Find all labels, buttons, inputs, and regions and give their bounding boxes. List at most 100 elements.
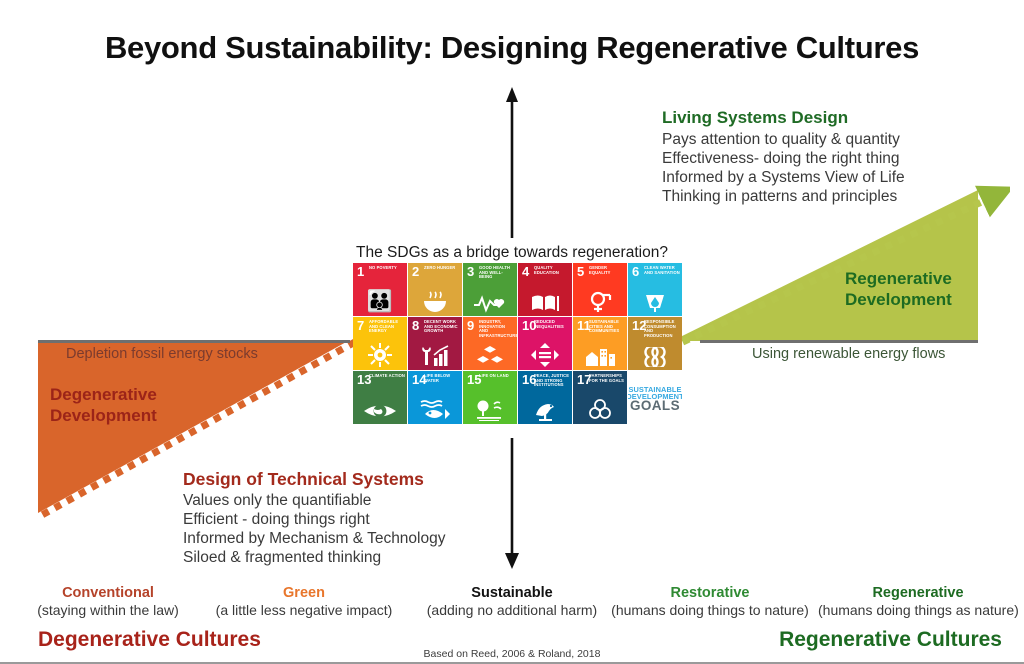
cubes-icon: [463, 345, 517, 367]
degenerative-cultures-footer: Degenerative Cultures: [38, 628, 261, 651]
regenerative-cultures-footer: Regenerative Cultures: [779, 628, 1002, 651]
sdg-bridge-caption: The SDGs as a bridge towards regeneratio…: [356, 244, 668, 261]
scale-stage-name: Conventional: [62, 585, 154, 601]
sdg-number: 12: [632, 318, 647, 333]
scale-stage-restorative: Restorative (humans doing things to natu…: [610, 585, 810, 619]
scale-stage-name: Sustainable: [471, 585, 553, 601]
living-systems-heading: Living Systems Design: [662, 108, 849, 127]
sdg-tile-4[interactable]: 4 QUALITY EDUCATION: [518, 263, 572, 316]
living-systems-line: Thinking in patterns and principles: [662, 188, 898, 205]
sdg-number: 6: [632, 264, 640, 279]
sdg-tile-6[interactable]: 6 CLEAN WATER AND SANITATION: [628, 263, 682, 316]
equals-arrows-icon: [518, 343, 572, 367]
sdg-goal-grid: 1 NO POVERTY 👪 2 ZERO HUNGER 3 GOOD HEAL…: [353, 263, 682, 424]
sdg-number: 15: [467, 372, 482, 387]
degenerative-trend-line: [30, 330, 360, 530]
circles-icon: [573, 399, 627, 421]
people-icon: 👪: [366, 290, 394, 313]
axis-arrow-down: [492, 436, 532, 570]
living-systems-line: Pays attention to quality & quantity: [662, 131, 900, 148]
sdg-tile-9[interactable]: 9 INDUSTRY, INNOVATION AND INFRASTRUCTUR…: [463, 317, 517, 370]
source-credit: Based on Reed, 2006 & Roland, 2018: [423, 648, 601, 660]
scale-stage-sub: (humans doing things as nature): [818, 602, 1019, 618]
maturity-scale: Conventional (staying within the law) Gr…: [0, 585, 1024, 625]
sdg-title: AFFORDABLE AND CLEAN ENERGY: [369, 319, 399, 334]
sdg-tile-16[interactable]: 16 PEACE, JUSTICE AND STRONG INSTITUTION…: [518, 371, 572, 424]
scale-stage-name: Regenerative: [872, 585, 964, 601]
fish-icon: [408, 399, 462, 421]
sdg-title: PEACE, JUSTICE AND STRONG INSTITUTIONS: [534, 373, 570, 388]
degenerative-triangle: [38, 341, 348, 513]
eye-globe-icon: [353, 399, 407, 421]
dove-gavel-icon: [518, 399, 572, 421]
sdg-title: PARTNERSHIPS FOR THE GOALS: [589, 373, 624, 383]
scale-stage-sub: (humans doing things to nature): [611, 602, 809, 618]
sdg-title: LIFE BELOW WATER: [424, 373, 451, 383]
sdg-number: 1: [357, 264, 365, 279]
sdg-tile-10[interactable]: 10 REDUCED INEQUALITIES: [518, 317, 572, 370]
regenerative-triangle: [672, 190, 978, 341]
regenerative-development-label: Regenerative Development: [845, 269, 952, 309]
sdg-logo-tile[interactable]: SUSTAINABLE DEVELOPMENT GOALS: [628, 371, 682, 424]
sdg-logo-line1: SUSTAINABLE: [628, 384, 682, 394]
sdg-number: 2: [412, 264, 420, 279]
depletion-note: Depletion fossil energy stocks: [66, 346, 258, 362]
sdg-tile-12[interactable]: 12 RESPONSIBLE CONSUMPTION AND PRODUCTIO…: [628, 317, 682, 370]
page-title: Beyond Sustainability: Designing Regener…: [104, 30, 920, 65]
technical-systems-line: Siloed & fragmented thinking: [183, 549, 382, 566]
baseline-right: [700, 340, 978, 343]
sdg-title: GOOD HEALTH AND WELL-BEING: [479, 265, 511, 280]
sdg-title: SUSTAINABLE CITIES AND COMMUNITIES: [589, 319, 620, 334]
sdg-tile-15[interactable]: 15 LIFE ON LAND: [463, 371, 517, 424]
sdg-title: DECENT WORK AND ECONOMIC GROWTH: [424, 319, 458, 334]
sdg-tile-3[interactable]: 3 GOOD HEALTH AND WELL-BEING: [463, 263, 517, 316]
living-systems-line: Effectiveness- doing the right thing: [662, 150, 900, 167]
living-systems-line: Informed by a Systems View of Life: [662, 169, 905, 186]
sdg-tile-11[interactable]: 11 SUSTAINABLE CITIES AND COMMUNITIES: [573, 317, 627, 370]
baseline-left: [38, 340, 350, 343]
sdg-number: 17: [577, 372, 592, 387]
scale-stage-sub: (a little less negative impact): [215, 602, 393, 618]
growth-chart-icon: [408, 345, 462, 367]
sdg-title: CLIMATE ACTION: [369, 373, 405, 378]
regenerative-trend-arrow: [660, 180, 1015, 355]
sdg-number: 11: [577, 318, 591, 333]
sdg-number: 8: [412, 318, 420, 333]
sdg-tile-7[interactable]: 7 AFFORDABLE AND CLEAN ENERGY: [353, 317, 407, 370]
book-icon: [518, 291, 572, 313]
technical-systems-line: Informed by Mechanism & Technology: [183, 530, 446, 547]
heartbeat-icon: [463, 291, 517, 313]
sdg-tile-17[interactable]: 17 PARTNERSHIPS FOR THE GOALS: [573, 371, 627, 424]
sdg-number: 10: [522, 318, 537, 333]
sdg-tile-14[interactable]: 14 LIFE BELOW WATER: [408, 371, 462, 424]
technical-systems-heading: Design of Technical Systems: [183, 469, 424, 489]
sdg-number: 3: [467, 264, 475, 279]
sdg-number: 5: [577, 264, 585, 279]
sdg-tile-1[interactable]: 1 NO POVERTY 👪: [353, 263, 407, 316]
scale-stage-name: Restorative: [670, 585, 750, 601]
scale-stage-green: Green (a little less negative impact): [204, 585, 404, 619]
city-icon: [573, 345, 627, 367]
scale-stage-sub: (staying within the law): [37, 602, 179, 618]
sdg-title: INDUSTRY, INNOVATION AND INFRASTRUCTURE: [479, 319, 517, 338]
renewable-note: Using renewable energy flows: [752, 346, 946, 362]
living-systems-design-block: Living Systems Design Pays attention to …: [662, 108, 905, 206]
sdg-number: 7: [357, 318, 365, 333]
scale-stage-conventional: Conventional (staying within the law): [8, 585, 208, 619]
sdg-tile-2[interactable]: 2 ZERO HUNGER: [408, 263, 462, 316]
sdg-logo-line2: DEVELOPMENT: [628, 392, 682, 402]
scale-stage-sustainable: Sustainable (adding no additional harm): [412, 585, 612, 619]
scale-stage-regenerative: Regenerative (humans doing things as nat…: [818, 585, 1019, 619]
sdg-number: 16: [522, 372, 537, 387]
sdg-title: QUALITY EDUCATION: [534, 265, 559, 275]
sdg-tile-8[interactable]: 8 DECENT WORK AND ECONOMIC GROWTH: [408, 317, 462, 370]
technical-systems-line: Values only the quantifiable: [183, 492, 372, 509]
sdg-tile-5[interactable]: 5 GENDER EQUALITY: [573, 263, 627, 316]
sdg-logo-line3: GOALS: [629, 397, 680, 413]
infinity-icon: [628, 345, 682, 367]
scale-stage-name: Green: [283, 585, 325, 601]
sdg-tile-13[interactable]: 13 CLIMATE ACTION: [353, 371, 407, 424]
sun-icon: [353, 343, 407, 367]
sdg-title: CLEAN WATER AND SANITATION: [644, 265, 680, 275]
